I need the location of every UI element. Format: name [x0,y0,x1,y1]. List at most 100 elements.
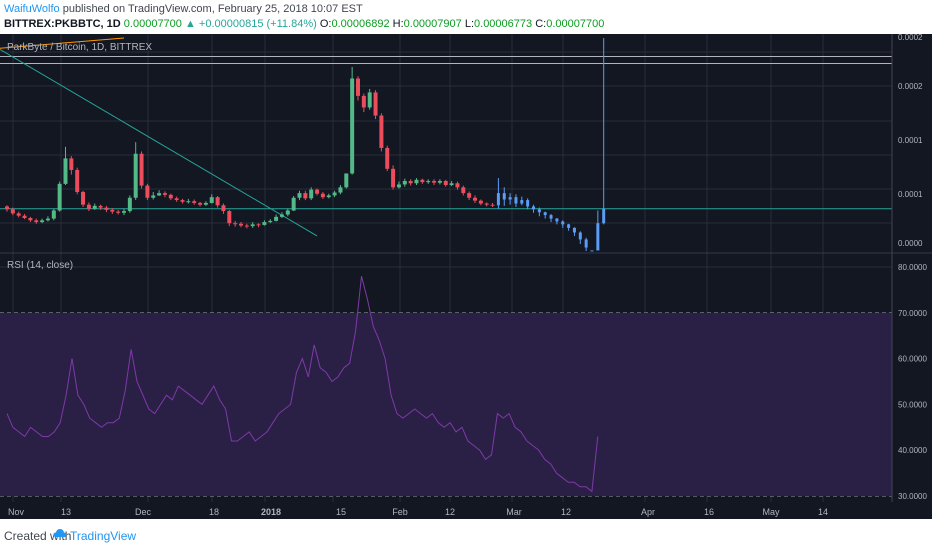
candle-body [420,179,425,183]
candle-body [92,205,97,209]
candle-body [443,180,448,186]
candle-body [432,180,437,183]
candle-body [326,195,331,198]
candle-body [303,193,308,199]
candle-body [157,193,162,196]
projection-body [526,200,530,207]
candle-body [250,224,255,227]
candle-body [10,209,15,214]
chart-area[interactable]: 0.0002 0.0002 0.0001 0.0001 0.0000 80.0000 70… [0,34,932,519]
candle-body [221,205,226,212]
candle-body [385,147,390,169]
candle-body [391,168,396,188]
horizontal-lines [0,56,892,210]
candle-body [467,193,472,198]
candle-body [233,223,238,225]
candle-body [40,220,45,223]
close-value: 0.00007700 [546,18,605,30]
price-axis[interactable]: 0.0002 0.0002 0.0001 0.0001 0.0000 [898,34,923,248]
candle-body [133,153,138,198]
author-link[interactable]: WaifuWolfo [4,3,60,15]
candle-body [297,193,302,198]
candle-body [279,214,284,217]
candle-body [86,204,91,209]
candle-body [285,210,290,215]
candle-body [162,193,167,195]
projection-body [590,250,594,252]
candle-body [455,183,460,188]
candle-body [344,173,349,188]
time-tick-label: May [762,507,780,517]
tradingview-cloud-icon [53,529,67,537]
candle-body [262,222,267,225]
candle-body [198,202,203,205]
rsi-pane-title: RSI (14, close) [7,260,73,271]
candle-body [186,201,191,203]
candle-body [274,216,279,221]
open-label: O: [319,18,332,30]
projection-candles [496,38,606,252]
time-tick-label: 14 [818,507,828,517]
time-tick-label: Apr [641,507,655,517]
candle-body [215,197,220,206]
candle-body [168,194,173,199]
candle-body [122,211,126,213]
candle-body [396,184,401,188]
footer: Created with TradingView [0,519,932,550]
candle-body [490,204,495,206]
rsi-line [6,276,599,493]
price-tick-label: 0.0001 [898,136,923,145]
high-label: H: [392,18,404,30]
candle-body [110,209,115,212]
projection-body [502,193,506,200]
chart-canvas[interactable]: 0.0002 0.0002 0.0001 0.0001 0.0000 80.0000 70… [0,34,932,519]
time-tick-label: Dec [135,507,152,517]
candle-body [192,201,197,203]
projection-body [596,223,600,251]
projection-body [496,193,500,206]
candle-body [291,197,296,211]
projection-body [555,218,559,222]
candle-body [151,195,156,198]
rsi-axis[interactable]: 80.0000 70.0000 60.0000 50.0000 40.0000 30.00… [898,263,927,501]
candle-body [309,189,314,199]
projection-body [578,232,582,240]
trendline[interactable] [0,38,318,237]
price-tick-label: 0.0001 [898,190,923,199]
time-tick-label: Feb [392,507,408,517]
publish-info: WaifuWolfo published on TradingView.com,… [4,3,363,15]
candle-body [81,191,86,205]
candle-body [361,95,366,108]
candle-body [320,193,325,198]
candle-body [127,197,132,212]
trendline[interactable] [0,37,125,58]
created-with-text: Created with [4,529,72,543]
candle-body [484,203,489,205]
candle-body [367,92,372,108]
candle-body [209,197,214,203]
candle-body [414,179,419,184]
rsi-tick-label: 30.0000 [898,492,927,501]
candle-body [145,185,150,198]
candle-body [203,202,208,205]
chart-header: WaifuWolfo published on TradingView.com,… [0,0,932,34]
candle-body [408,180,413,184]
high-value: 0.00007907 [403,18,462,30]
candle-body [98,205,103,208]
projection-body [572,227,576,233]
tradingview-brand-link[interactable]: TradingView [70,529,137,543]
candle-body [28,218,33,221]
close-label: C: [535,18,547,30]
time-tick-label: 15 [336,507,346,517]
symbol-label[interactable]: BITTREX:PKBBTC, 1D [4,18,121,30]
candle-body [180,200,185,202]
main-pane-title: ParkByte / Bitcoin, 1D, BITTREX [7,42,152,53]
price-tick-label: 0.0002 [898,34,923,42]
candle-body [244,225,249,227]
low-value: 0.00006773 [474,18,533,30]
rsi-tick-label: 50.0000 [898,400,927,409]
candle-body [332,192,337,196]
candle-body [426,180,431,183]
time-axis[interactable]: Nov 13 Dec 18 2018 15 Feb 12 Mar 12 Apr 16 May 14 [8,507,828,517]
projection-body [602,208,606,224]
